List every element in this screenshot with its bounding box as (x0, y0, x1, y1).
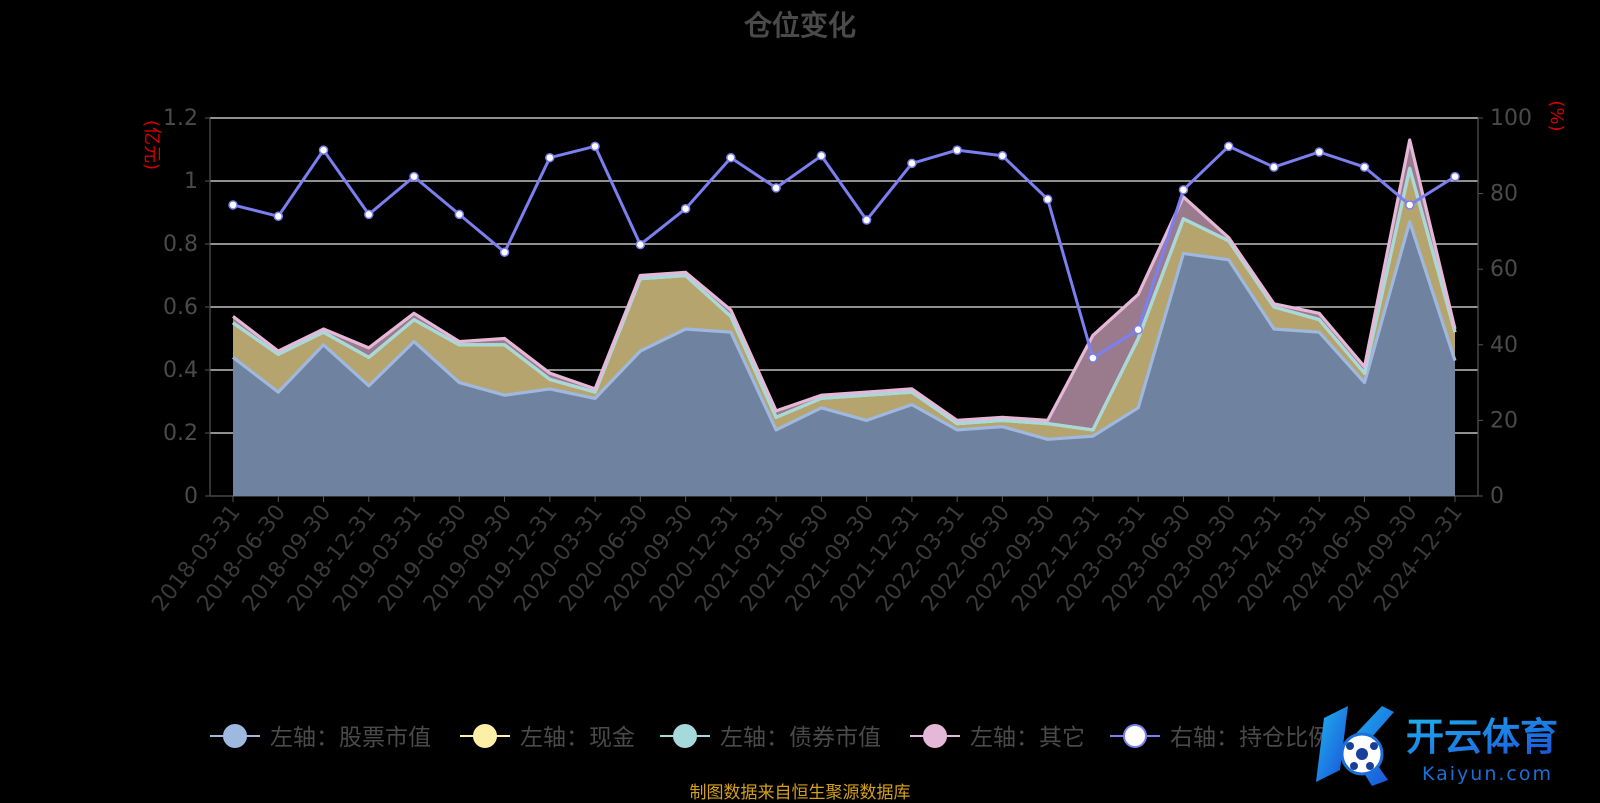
position-ratio-point (907, 158, 917, 169)
right-axis-tick-label: 60 (1490, 257, 1518, 282)
left-axis-tick-label: 0.8 (163, 232, 198, 257)
position-ratio-point (1223, 141, 1234, 152)
position-ratio-point (499, 247, 510, 257)
left-axis-tick-label: 0.2 (163, 421, 198, 446)
position-ratio-point (1133, 324, 1143, 335)
chart-title: 仓位变化 (743, 9, 856, 42)
position-ratio-point (1404, 200, 1415, 210)
area-series-line-3 (232, 138, 1457, 422)
left-axis-tick-label: 0.6 (163, 295, 198, 320)
position-ratio-point (228, 200, 238, 210)
left-axis-unit-label: (亿元) (141, 120, 162, 170)
position-ratio-point (816, 151, 827, 161)
left-axis-tick-label: 0.4 (163, 358, 198, 383)
position-ratio-point (1269, 162, 1279, 172)
position-ratio-point (454, 209, 465, 220)
position-ratio-point (1178, 185, 1189, 195)
watermark-text: 开云体育 (1406, 715, 1558, 759)
left-axis-tick-label: 1.2 (163, 106, 198, 131)
watermark-subtext: Kaiyun.com (1422, 763, 1553, 785)
position-ratio-point (545, 152, 555, 163)
area-series-line-2 (232, 166, 1457, 432)
position-ratio-point (771, 183, 781, 193)
position-ratio-point (1088, 353, 1098, 363)
position-ratio-point (635, 239, 646, 250)
data-source-footer: 制图数据来自恒生聚源数据库 (689, 783, 911, 803)
right-axis-tick-label: 80 (1490, 182, 1518, 207)
legend-label: 左轴：债券市值 (720, 725, 881, 751)
legend-marker-dot (673, 724, 697, 748)
kaiyun-logo-watermark: 开云体育 Kaiyun.com (1316, 706, 1558, 786)
position-ratio-line (232, 144, 1456, 360)
left-axis-tick-label: 0 (184, 484, 198, 509)
legend-marker-dot (473, 724, 497, 748)
position-ratio-point (273, 211, 284, 222)
legend-label: 右轴：持仓比例 (1170, 725, 1331, 751)
position-ratio-point (726, 152, 736, 163)
legend-label: 左轴：其它 (970, 725, 1085, 751)
legend-label: 左轴：现金 (520, 725, 635, 751)
right-axis-tick-label: 100 (1490, 106, 1532, 131)
right-axis-tick-label: 20 (1490, 408, 1518, 433)
right-axis-tick-label: 40 (1490, 333, 1518, 358)
position-ratio-point (1450, 171, 1460, 182)
position-ratio-point (1042, 194, 1053, 205)
position-ratio-point (680, 203, 691, 214)
position-ratio-point (590, 141, 600, 152)
position-ratio-point (1314, 147, 1324, 157)
position-ratio-point (861, 215, 872, 225)
position-ratio-point (409, 171, 419, 182)
position-ratio-point (952, 145, 962, 155)
legend-marker-dot (223, 724, 247, 748)
position-ratio-point (1359, 162, 1370, 172)
legend-marker-dot (1123, 724, 1147, 748)
legend-label: 左轴：股票市值 (270, 725, 431, 751)
position-ratio-point (997, 151, 1008, 161)
position-ratio-point (318, 145, 329, 155)
legend-marker-dot (923, 724, 947, 748)
right-axis-tick-label: 0 (1490, 484, 1504, 509)
left-axis-tick-label: 1 (184, 169, 198, 194)
area-series-0 (233, 221, 1455, 496)
position-ratio-point (364, 209, 374, 220)
right-axis-unit-label: (%) (1546, 100, 1567, 131)
area-series-line-0 (232, 220, 1457, 441)
